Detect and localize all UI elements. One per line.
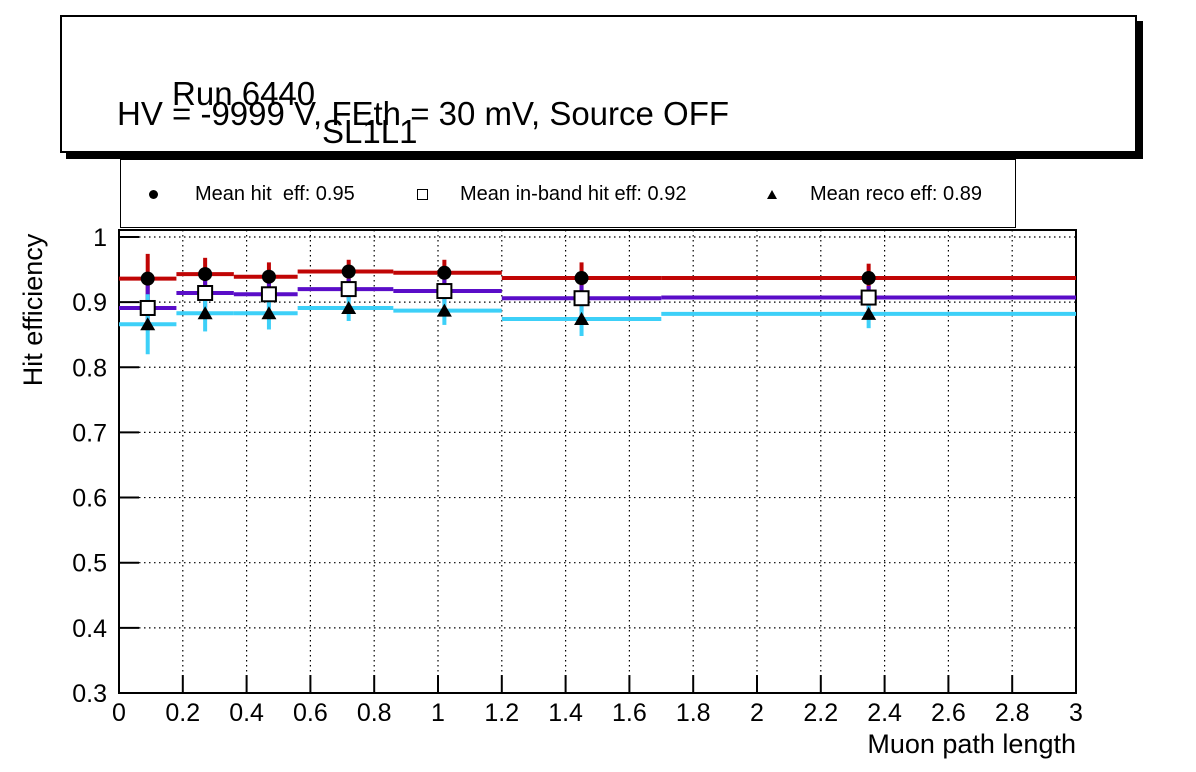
data-point-square [860,289,877,306]
x-tick-label: 2.6 [931,699,966,727]
x-axis-title: Muon path length [867,729,1076,759]
data-point-square [139,299,156,316]
x-tick-label: 1.2 [484,699,519,727]
x-tick-label: 1 [431,699,445,727]
data-point-circle [574,271,589,286]
open-square-icon [417,188,428,200]
data-point-square [197,284,214,301]
legend-box: Mean hit eff: 0.95 Mean in-band hit eff:… [120,159,1016,228]
title-box: Run 6440 SL1L1 HV = -9999 V, FEth = 30 m… [60,15,1137,153]
x-tick-label: 1.6 [612,699,647,727]
data-point-circle [341,264,356,279]
x-tick-label: 2.2 [803,699,838,727]
y-tick-label: 1 [93,224,107,252]
legend-entry-reco-eff: Mean reco eff: 0.89 [767,182,982,206]
y-tick-label: 0.6 [72,485,107,513]
plot-frame [118,229,1077,694]
y-tick-label: 0.7 [72,419,107,447]
data-point-square [573,290,590,307]
x-tick-label: 0.2 [165,699,200,727]
x-tick-label: 0.8 [357,699,392,727]
legend-entry-inband-eff: Mean in-band hit eff: 0.92 [417,182,686,206]
data-point-triangle [436,303,452,317]
y-tick-label: 0.5 [72,550,107,578]
legend-label: Mean reco eff: 0.89 [810,182,982,205]
data-point-circle [140,271,155,286]
x-tick-label: 2.8 [995,699,1030,727]
x-tick-label: 0 [112,699,126,727]
y-tick-label: 0.9 [72,289,107,317]
filled-circle-icon [149,189,158,199]
legend-label: Mean hit eff: 0.95 [195,182,355,205]
data-point-circle [198,267,213,282]
x-tick-label: 0.4 [229,699,264,727]
y-axis-title: Hit efficiency [18,233,48,386]
data-point-circle [261,269,276,284]
data-point-triangle [574,312,590,326]
data-point-triangle [261,306,277,320]
legend-entry-hit-eff: Mean hit eff: 0.95 [149,182,355,206]
y-tick-label: 0.8 [72,354,107,382]
x-tick-label: 2.4 [867,699,902,727]
title-line-1: Run 6440 SL1L1 [117,37,417,189]
legend-label: Mean in-band hit eff: 0.92 [460,182,687,205]
x-tick-label: 0.6 [293,699,328,727]
data-point-triangle [861,306,877,320]
data-point-square [260,286,277,303]
x-tick-label: 1.8 [676,699,711,727]
data-point-square [340,281,357,298]
data-point-triangle [140,317,156,331]
title-conditions: HV = -9999 V, FEth = 30 mV, Source OFF [117,95,730,132]
run-number: Run 6440 [172,75,316,112]
data-point-circle [437,265,452,280]
data-point-circle [861,271,876,286]
layer-name: SL1L1 [322,113,418,150]
x-tick-label: 3 [1069,699,1083,727]
x-tick-label: 2 [750,699,764,727]
y-tick-label: 0.3 [72,680,107,708]
data-point-triangle [197,306,213,320]
data-point-triangle [341,300,357,314]
data-point-square [436,283,453,300]
y-tick-label: 0.4 [72,615,107,643]
filled-triangle-icon [767,189,777,199]
x-tick-label: 1.4 [548,699,583,727]
